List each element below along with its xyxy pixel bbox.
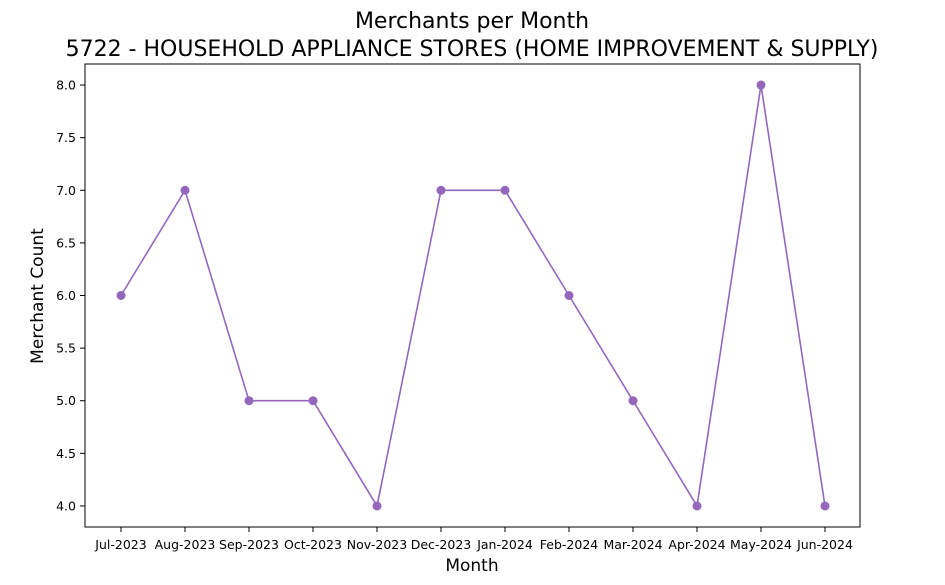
x-tick-label: Dec-2023 <box>411 537 472 552</box>
plot-area <box>84 63 861 528</box>
x-tick-label: Sep-2023 <box>219 537 279 552</box>
chart-title: Merchants per Month <box>355 9 589 34</box>
y-tick-label: 7.5 <box>56 130 76 145</box>
x-tick-label: Feb-2024 <box>540 537 599 552</box>
x-tick-label: Nov-2023 <box>347 537 407 552</box>
y-tick-label: 6.0 <box>56 288 76 303</box>
y-tick-label: 7.0 <box>56 183 76 198</box>
series-layer <box>116 80 830 511</box>
x-tick-label: Jan-2024 <box>476 537 533 552</box>
data-point <box>116 291 126 300</box>
x-tick-label: Apr-2024 <box>668 537 725 552</box>
data-point <box>308 396 318 406</box>
data-point <box>436 185 446 195</box>
y-tick-label: 4.5 <box>56 446 76 461</box>
y-tick-label: 8.0 <box>56 78 76 93</box>
chart-subtitle: 5722 - HOUSEHOLD APPLIANCE STORES (HOME … <box>66 37 879 62</box>
data-point <box>564 291 574 300</box>
series-line <box>120 84 826 509</box>
x-tick-label: Oct-2023 <box>284 537 342 552</box>
x-axis-label: Month <box>445 556 498 576</box>
data-point <box>244 396 254 406</box>
y-tick-label: 6.5 <box>56 235 76 250</box>
y-tick-label: 4.0 <box>56 498 76 513</box>
y-axis-label: Merchant Count <box>28 228 48 364</box>
x-tick-label: Jun-2024 <box>796 537 853 552</box>
data-point <box>628 396 638 406</box>
data-point <box>820 501 830 511</box>
x-tick-label: May-2024 <box>730 537 792 552</box>
x-tick-label: Aug-2023 <box>155 537 216 552</box>
y-axis: 4.0 4.5 5.0 5.5 6.0 6.5 7.0 7.5 8.0 <box>56 78 85 513</box>
data-point <box>180 185 190 195</box>
y-tick-label: 5.0 <box>56 393 76 408</box>
data-point <box>372 501 382 511</box>
y-tick-label: 5.5 <box>56 341 76 356</box>
data-point <box>756 80 766 90</box>
data-point <box>500 185 510 195</box>
x-axis: Jul-2023 Aug-2023 Sep-2023 Oct-2023 Nov-2023… <box>94 527 853 552</box>
x-tick-label: Jul-2023 <box>94 537 146 552</box>
x-tick-label: Mar-2024 <box>603 537 662 552</box>
data-point <box>692 501 702 511</box>
